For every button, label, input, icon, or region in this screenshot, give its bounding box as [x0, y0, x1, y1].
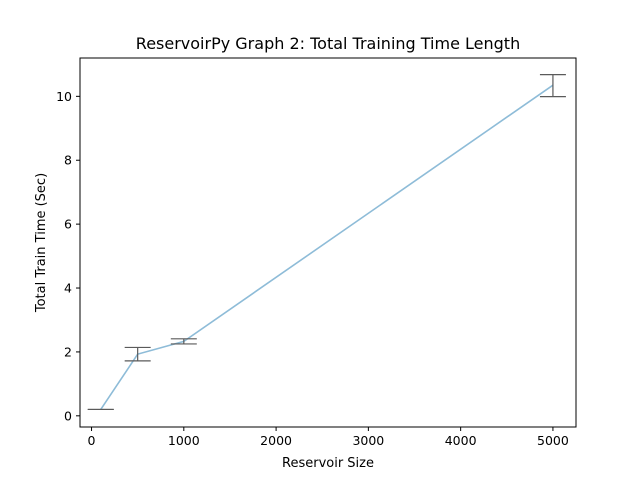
chart-title: ReservoirPy Graph 2: Total Training Time…	[136, 34, 520, 53]
errorbar-group	[87, 74, 566, 411]
x-tick-label: 4000	[445, 433, 477, 448]
series-line	[100, 84, 554, 410]
x-tick-label: 5000	[537, 433, 569, 448]
x-axis-label: Reservoir Size	[282, 456, 374, 471]
y-axis-label: Total Train Time (Sec)	[34, 173, 49, 313]
y-tick-label: 2	[64, 344, 72, 359]
y-tick-label: 4	[64, 281, 72, 296]
errorbar	[170, 338, 197, 345]
plot-area-frame	[79, 57, 577, 428]
y-tick-label: 10	[56, 89, 72, 104]
series-group	[100, 84, 554, 410]
x-tick-label: 3000	[352, 433, 384, 448]
x-tick-label: 1000	[168, 433, 200, 448]
errorbar	[124, 346, 151, 362]
y-tick-label: 0	[64, 408, 72, 423]
y-tick-label: 6	[64, 217, 72, 232]
y-tick-label: 8	[64, 153, 72, 168]
errorbar	[539, 74, 566, 98]
y-axis: 0 2 4 6 8 10	[56, 89, 80, 423]
x-tick-label: 2000	[260, 433, 292, 448]
x-tick-label: 0	[88, 433, 96, 448]
x-axis: 0 1000 2000 3000 4000 5000	[88, 427, 569, 448]
